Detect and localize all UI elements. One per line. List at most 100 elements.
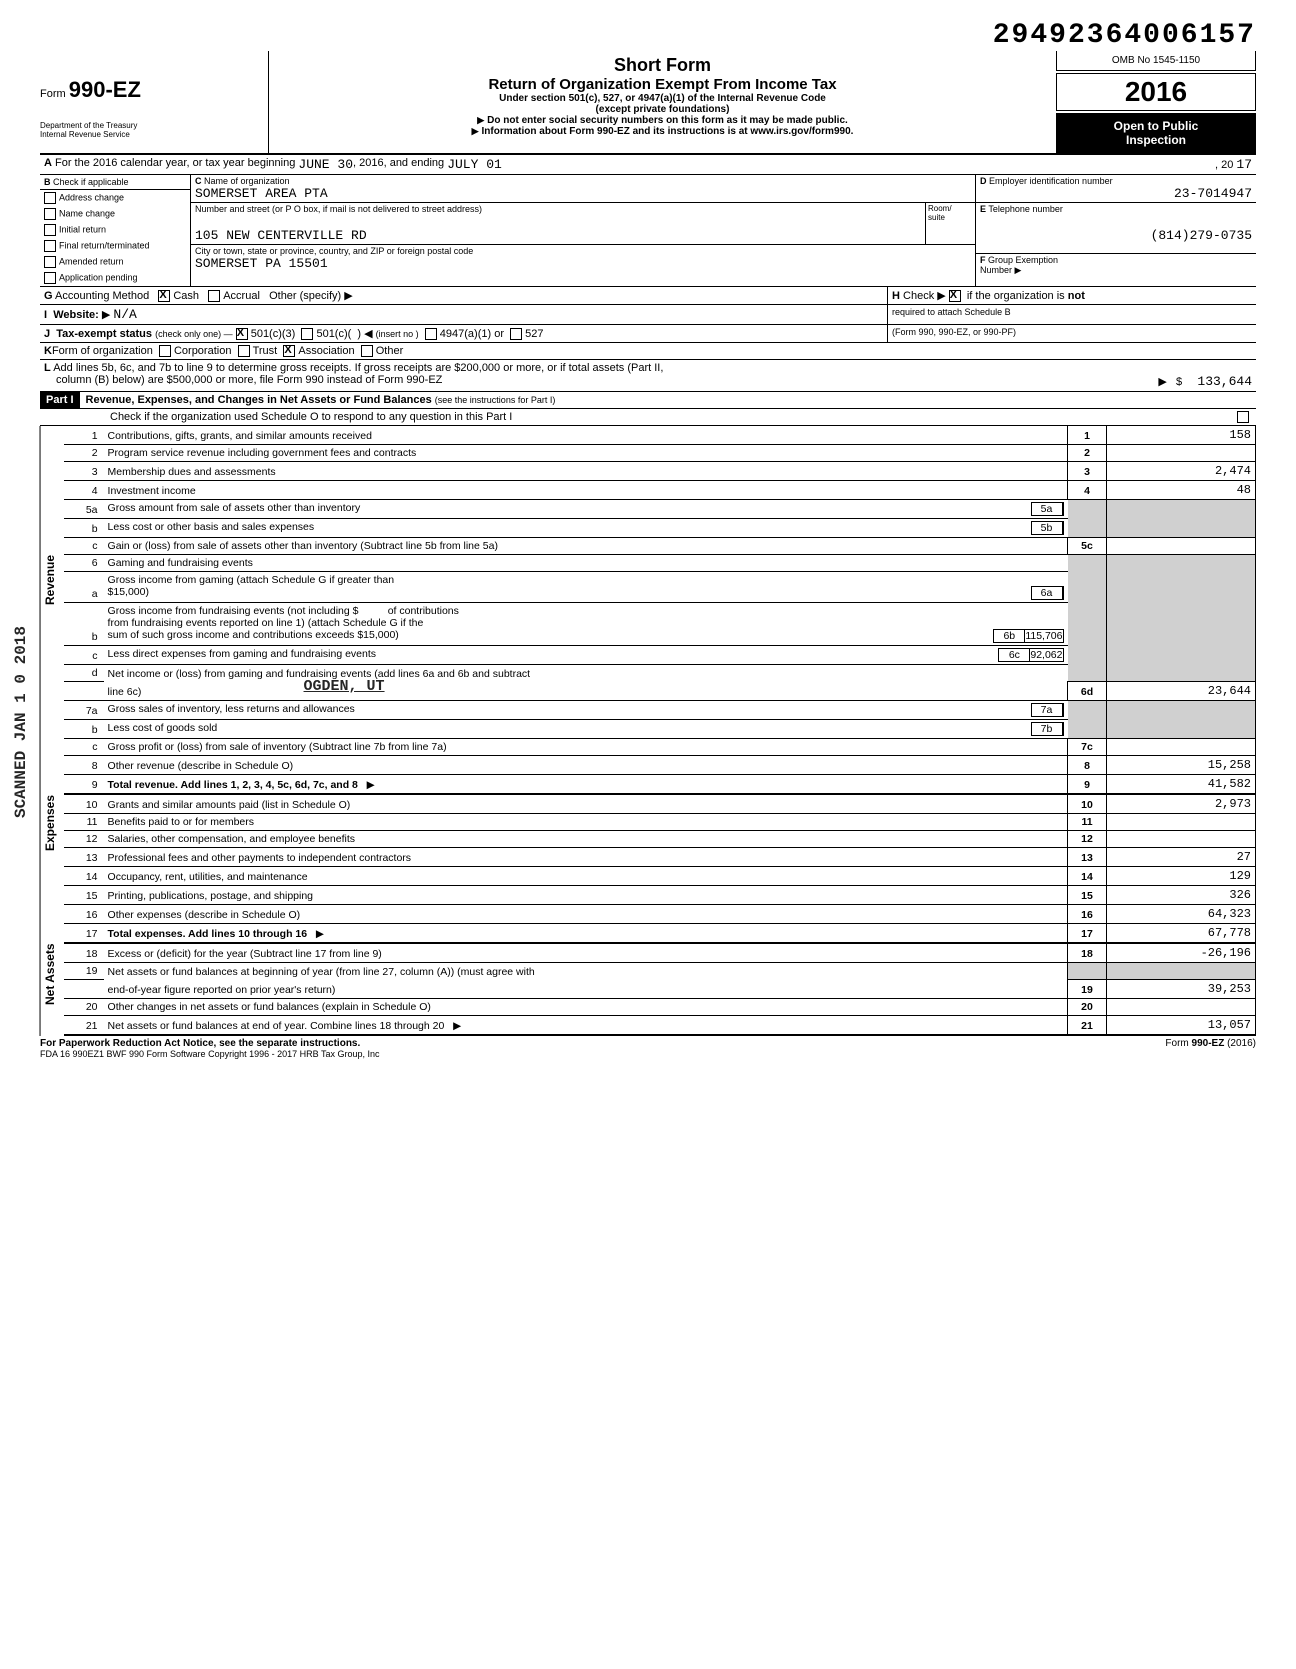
b-address-change: Address change [59,192,124,202]
open-public-2: Inspection [1058,133,1254,147]
cb-initial-return[interactable] [44,224,56,236]
l5c-desc: Gain or (loss) from sale of assets other… [104,538,1068,555]
expenses-label: Expenses [40,734,64,912]
l14-amt: 129 [1107,867,1256,886]
l5b-num: b [64,519,104,538]
h-text: if the organization is [967,290,1065,302]
ein: 23-7014947 [980,186,1252,201]
l14-num: 14 [64,867,104,886]
l6d-ln: 6d [1068,682,1107,701]
footer-paperwork: For Paperwork Reduction Act Notice, see … [40,1038,360,1049]
org-street: 105 NEW CENTERVILLE RD [195,228,921,243]
l8-desc: Other revenue (describe in Schedule O) [104,756,1068,775]
l11-ln: 11 [1068,814,1107,831]
form-warn2: Information about Form 990-EZ and its in… [277,126,1048,137]
l19-desc: Net assets or fund balances at beginning… [104,963,1068,980]
l13-amt: 27 [1107,848,1256,867]
cb-cash[interactable] [158,290,170,302]
b-final: Final return/terminated [59,240,150,250]
l17-desc: Total expenses. Add lines 10 through 16 [108,928,308,940]
l21-desc: Net assets or fund balances at end of ye… [108,1020,445,1032]
line-a-yr-prefix: , 20 [1215,159,1233,171]
line-l: L Add lines 5b, 6c, and 7b to line 9 to … [40,360,1256,392]
g-label: Accounting Method [55,290,149,302]
b-pending: Application pending [59,272,138,282]
h-req: required to attach Schedule B [892,307,1011,317]
cb-501c3[interactable] [236,328,248,340]
line-i: I Website: ▶ N/A required to attach Sche… [40,305,1256,325]
cb-527[interactable] [510,328,522,340]
cb-final-return[interactable] [44,240,56,252]
l12-num: 12 [64,831,104,848]
tax-year: 2016 [1056,73,1256,111]
l9-num: 9 [64,775,104,795]
cb-k-other[interactable] [361,345,373,357]
org-name: SOMERSET AREA PTA [195,186,971,201]
l6d-num: d [64,665,104,682]
l6a-desc2: $15,000) [108,586,1031,600]
l14-ln: 14 [1068,867,1107,886]
l6b-desc3: from fundraising events reported on line… [108,617,1064,629]
omb-number: OMB No 1545-1150 [1056,51,1256,71]
l1-ln: 1 [1068,426,1107,445]
part1-check-row: Check if the organization used Schedule … [40,409,1256,426]
l7a-desc: Gross sales of inventory, less returns a… [108,703,1031,717]
line-k: K Form of organization Corporation Trust… [40,343,1256,360]
part1-label: Part I [40,392,80,408]
c-name-label: Name of organization [204,176,290,186]
l21-amt: 13,057 [1107,1016,1256,1036]
l17-ln: 17 [1068,924,1107,944]
l16-amt: 64,323 [1107,905,1256,924]
l11-desc: Benefits paid to or for members [104,814,1068,831]
l19-num: 19 [64,963,104,980]
cb-amended[interactable] [44,256,56,268]
l3-num: 3 [64,462,104,481]
room-suite-label: Room/ suite [925,203,975,244]
line-a-yr: 17 [1236,157,1252,172]
l20-desc: Other changes in net assets or fund bala… [104,999,1068,1016]
cb-trust[interactable] [238,345,250,357]
b-amended: Amended return [59,256,124,266]
l14-desc: Occupancy, rent, utilities, and maintena… [104,867,1068,886]
l5b-ia [1063,521,1064,535]
l2-ln: 2 [1068,445,1107,462]
l12-ln: 12 [1068,831,1107,848]
cb-part1-schedo[interactable] [1237,411,1249,423]
form-number: 990-EZ [69,77,141,102]
l19-desc2: end-of-year figure reported on prior yea… [104,980,1068,999]
l10-desc: Grants and similar amounts paid (list in… [104,794,1068,814]
l6b-desc4: sum of such gross income and contributio… [108,629,994,643]
l7c-num: c [64,739,104,756]
l5c-amt [1107,538,1256,555]
j-insert: (insert no ) [376,329,419,339]
l5a-ia [1063,502,1064,516]
cb-name-change[interactable] [44,208,56,220]
cb-assoc[interactable] [283,345,295,357]
form-header: Form 990-EZ Department of the Treasury I… [40,51,1256,155]
l4-amt: 48 [1107,481,1256,500]
cb-501c[interactable] [301,328,313,340]
l13-num: 13 [64,848,104,867]
cb-app-pending[interactable] [44,272,56,284]
line-a-begin: JUNE 30 [298,157,353,172]
cb-address-change[interactable] [44,192,56,204]
dept-treasury: Department of the Treasury [40,121,260,130]
l-text2: column (B) below) are $500,000 or more, … [56,374,442,389]
c-city-label: City or town, state or province, country… [195,246,971,256]
cb-accrual[interactable] [208,290,220,302]
l11-num: 11 [64,814,104,831]
l8-num: 8 [64,756,104,775]
d-label: Employer identification number [989,176,1113,186]
cb-4947[interactable] [425,328,437,340]
line-a-mid: , 2016, and ending [353,157,444,172]
form-warn1: Do not enter social security numbers on … [277,115,1048,126]
l9-desc: Total revenue. Add lines 1, 2, 3, 4, 5c,… [108,779,358,791]
l2-desc: Program service revenue including govern… [104,445,1068,462]
cb-sched-b[interactable] [949,290,961,302]
j-4947: 4947(a)(1) or [440,328,504,340]
g-other: Other (specify) [269,290,341,302]
cb-corp[interactable] [159,345,171,357]
l21-num: 21 [64,1016,104,1036]
l4-ln: 4 [1068,481,1107,500]
k-corp: Corporation [174,345,231,357]
